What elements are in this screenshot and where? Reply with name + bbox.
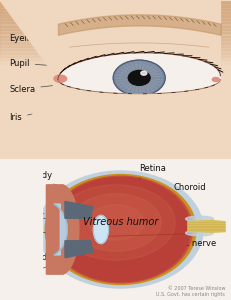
Polygon shape bbox=[58, 53, 219, 94]
Text: Ciliary body: Ciliary body bbox=[2, 247, 63, 262]
Bar bbox=[0, 16, 231, 23]
Text: Vitreous humor: Vitreous humor bbox=[83, 218, 158, 227]
Bar bbox=[0, 42, 231, 50]
Bar bbox=[0, 32, 231, 40]
Text: Choroid: Choroid bbox=[173, 183, 206, 197]
Bar bbox=[0, 0, 231, 3]
Bar bbox=[0, 49, 231, 57]
Bar bbox=[0, 22, 231, 30]
Bar bbox=[0, 9, 231, 17]
Ellipse shape bbox=[185, 216, 213, 222]
Bar bbox=[0, 0, 231, 7]
Ellipse shape bbox=[49, 176, 192, 283]
Polygon shape bbox=[65, 241, 92, 258]
Text: © 2007 Terese Winslow
U.S. Govt. has certain rights: © 2007 Terese Winslow U.S. Govt. has cer… bbox=[155, 286, 224, 297]
Polygon shape bbox=[0, 0, 231, 80]
Circle shape bbox=[128, 70, 149, 86]
Ellipse shape bbox=[57, 185, 174, 260]
Text: Pupil: Pupil bbox=[9, 59, 127, 70]
Ellipse shape bbox=[51, 177, 189, 282]
Bar bbox=[0, 52, 231, 60]
Text: Cornea: Cornea bbox=[2, 193, 44, 214]
Bar bbox=[0, 5, 231, 14]
Ellipse shape bbox=[185, 230, 213, 236]
Text: Ciliary body: Ciliary body bbox=[2, 171, 66, 188]
Text: Retina: Retina bbox=[139, 164, 165, 179]
Text: Optic nerve: Optic nerve bbox=[166, 235, 215, 248]
Text: Iris: Iris bbox=[2, 211, 58, 220]
Circle shape bbox=[116, 62, 162, 94]
Polygon shape bbox=[65, 201, 92, 218]
Bar bbox=[0, 2, 231, 10]
Polygon shape bbox=[46, 185, 79, 274]
Ellipse shape bbox=[70, 194, 161, 251]
Text: Eyelid: Eyelid bbox=[9, 20, 99, 43]
Ellipse shape bbox=[45, 175, 195, 284]
Ellipse shape bbox=[88, 205, 143, 240]
Text: Sclera: Sclera bbox=[2, 264, 54, 282]
Bar bbox=[0, 46, 231, 54]
Bar bbox=[0, 19, 231, 27]
Ellipse shape bbox=[211, 77, 218, 82]
Circle shape bbox=[113, 60, 164, 96]
Ellipse shape bbox=[93, 215, 108, 244]
Bar bbox=[0, 39, 231, 47]
Polygon shape bbox=[54, 204, 67, 255]
Text: Sclera: Sclera bbox=[9, 81, 90, 94]
Text: Iris: Iris bbox=[9, 96, 113, 122]
Bar bbox=[0, 12, 231, 20]
Bar bbox=[0, 26, 231, 34]
Polygon shape bbox=[187, 220, 224, 232]
Ellipse shape bbox=[54, 75, 67, 82]
Text: Lens: Lens bbox=[2, 230, 65, 241]
Polygon shape bbox=[0, 80, 231, 159]
Bar bbox=[0, 36, 231, 43]
Bar bbox=[0, 29, 231, 37]
Circle shape bbox=[140, 71, 146, 75]
Circle shape bbox=[119, 64, 158, 92]
Bar bbox=[0, 159, 42, 300]
Ellipse shape bbox=[38, 171, 202, 288]
Bar bbox=[0, 56, 231, 64]
